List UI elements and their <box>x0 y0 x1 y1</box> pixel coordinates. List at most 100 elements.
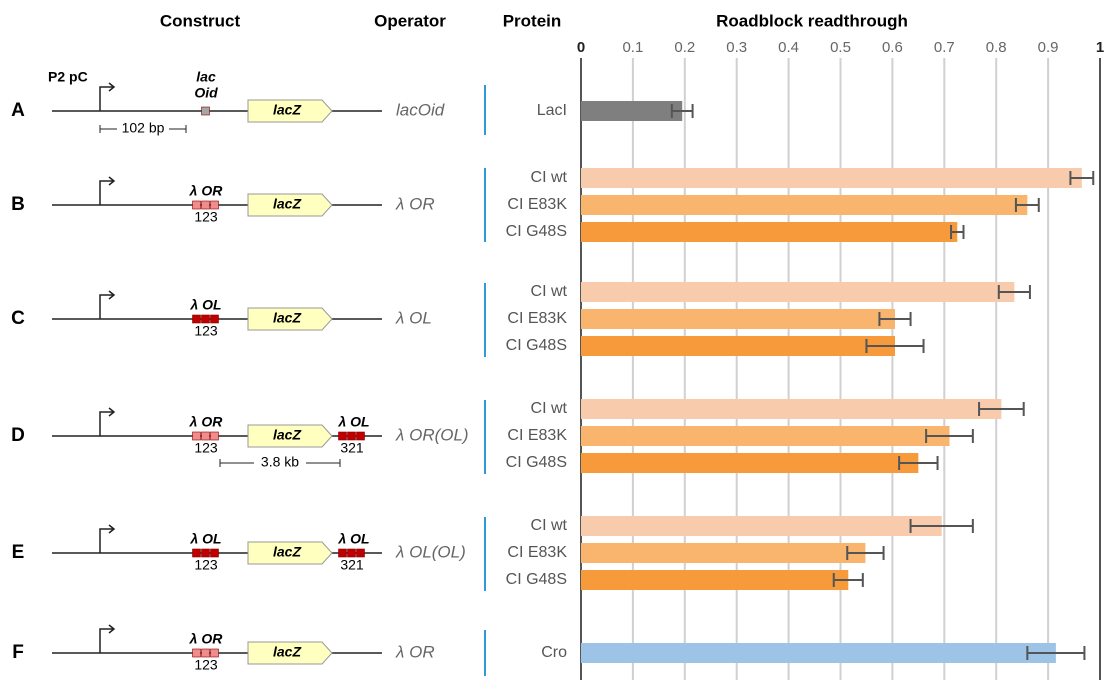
operator-box <box>201 200 210 210</box>
bar <box>581 336 895 356</box>
bar <box>581 101 683 121</box>
operator-box <box>338 548 347 558</box>
header: Operator <box>374 11 446 30</box>
operator-box <box>201 106 210 116</box>
gene-label: lacZ <box>273 310 301 326</box>
operator-label: λ OR(OL) <box>395 425 469 444</box>
error-bar <box>878 312 912 326</box>
bar <box>581 309 895 329</box>
bar <box>581 222 958 242</box>
error-bar <box>846 546 885 560</box>
bar <box>581 570 849 590</box>
operator-label: λ OL <box>395 308 432 327</box>
site-numbers: 123 <box>194 440 218 456</box>
bar <box>581 453 919 473</box>
site-label: λ OL <box>189 297 221 313</box>
promoter <box>99 82 116 111</box>
x-tick-label: 0.6 <box>882 39 903 56</box>
x-tick-label: 0.9 <box>1038 39 1059 56</box>
promoter <box>99 290 116 319</box>
operator-box <box>347 548 356 558</box>
operator-label: λ OR <box>395 194 435 213</box>
site-numbers: 123 <box>194 657 218 673</box>
bar <box>581 195 1028 215</box>
category-label: CI wt <box>531 169 568 186</box>
operator-box <box>210 648 219 658</box>
site-numbers: 321 <box>340 440 364 456</box>
operator-label: λ OR <box>395 642 435 661</box>
operator-box <box>192 548 201 558</box>
bar <box>581 399 1002 419</box>
bar <box>581 426 950 446</box>
operator-box <box>347 431 356 441</box>
operator-box <box>192 200 201 210</box>
category-label: CI G48S <box>506 454 567 471</box>
site-label: λ OL <box>189 531 221 547</box>
site-label: λ OL <box>337 414 369 430</box>
operator-box <box>210 548 219 558</box>
construct-letter: A <box>11 100 25 121</box>
error-bar <box>670 104 694 118</box>
site-numbers: 123 <box>194 209 218 225</box>
operator-box <box>192 431 201 441</box>
error-bar <box>898 456 939 470</box>
operator-box <box>201 648 210 658</box>
site-label: λ OL <box>337 531 369 547</box>
error-bar <box>1026 646 1086 660</box>
promoter-label: P2 pC <box>48 69 88 85</box>
gene <box>247 193 333 217</box>
operator-box <box>201 314 210 324</box>
operator-box <box>201 431 210 441</box>
category-label: CI E83K <box>507 427 567 444</box>
bar <box>581 543 866 563</box>
x-tick-label: 0.4 <box>778 39 799 56</box>
site-label: λ OR <box>189 631 224 647</box>
gene <box>247 99 333 123</box>
gene <box>247 641 333 665</box>
error-bar <box>1069 171 1095 185</box>
operator-box <box>338 431 347 441</box>
error-bar <box>832 573 864 587</box>
gene-label: lacZ <box>273 427 301 443</box>
construct-letter: F <box>12 642 24 663</box>
error-bar <box>950 225 965 239</box>
promoter <box>99 176 116 205</box>
spacing-label: 3.8 kb <box>261 454 299 470</box>
construct-letter: E <box>12 542 25 563</box>
gene <box>247 541 333 565</box>
category-label: CI wt <box>531 517 568 534</box>
x-tick-label: 0.2 <box>674 39 695 56</box>
error-bar <box>1014 198 1040 212</box>
spacing-bracket <box>219 459 341 467</box>
category-label: CI G48S <box>506 571 567 588</box>
operator-box <box>210 431 219 441</box>
chart-title: Roadblock readthrough <box>716 11 908 30</box>
category-label: CI E83K <box>507 310 567 327</box>
header: Construct <box>160 11 241 30</box>
site-label: lac <box>196 69 216 85</box>
site-label: Oid <box>194 85 218 101</box>
category-label: CI G48S <box>506 223 567 240</box>
gene-label: lacZ <box>273 644 301 660</box>
x-tick-label: 0.8 <box>986 39 1007 56</box>
promoter <box>99 524 116 553</box>
spacing-label: 102 bp <box>122 120 165 136</box>
error-bar <box>925 429 974 443</box>
operator-box <box>210 200 219 210</box>
gene-label: lacZ <box>273 196 301 212</box>
category-label: CI G48S <box>506 337 567 354</box>
x-tick-label: 0.1 <box>622 39 643 56</box>
bar <box>581 643 1056 663</box>
category-label: CI wt <box>531 283 568 300</box>
gene-label: lacZ <box>273 102 301 118</box>
category-label: CI E83K <box>507 196 567 213</box>
promoter <box>99 624 116 653</box>
category-label: LacI <box>537 102 567 119</box>
spacing-bracket <box>99 125 187 133</box>
bar <box>581 168 1082 188</box>
operator-label: lacOid <box>396 100 445 119</box>
x-tick-label: 0.5 <box>830 39 851 56</box>
construct-letter: B <box>11 194 25 215</box>
error-bar <box>909 519 974 533</box>
